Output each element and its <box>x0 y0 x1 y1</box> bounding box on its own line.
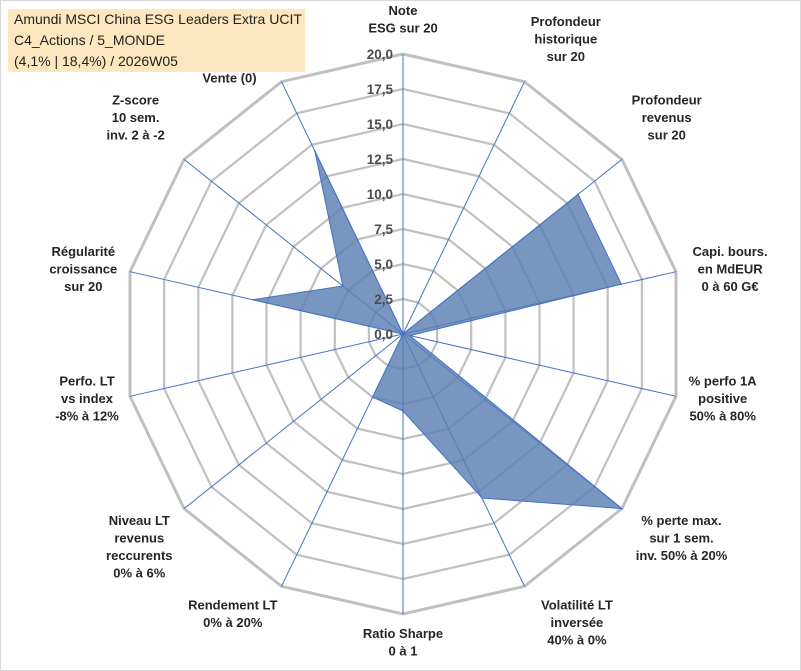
axis-spoke <box>402 333 677 397</box>
label-layer: Note ESG sur 20 Profondeur historique sur 20… <box>49 3 767 659</box>
data-point <box>577 193 579 196</box>
axis-label-line: 0 à 1 <box>389 644 418 659</box>
axis-label: Niveau LT revenus reccurents 0% à 6% <box>106 513 172 581</box>
axis-label-line: % perte max. <box>641 513 721 528</box>
axis-label: Profondeur revenus sur 20 <box>632 93 702 143</box>
axis-label-line: -8% à 12% <box>55 408 119 423</box>
axis-label: % perfo 1A positive 50% à 80% <box>689 373 758 423</box>
data-point <box>620 283 623 286</box>
axis-label-line: Z-score <box>112 93 159 108</box>
chart-title: Amundi MSCI China ESG Leaders Extra UCIT <box>14 11 302 27</box>
axis-label-line: Capi. bours. <box>693 244 768 259</box>
data-point <box>402 333 404 335</box>
axis-label-line: revenus <box>114 530 164 545</box>
axis-label-line: reccurents <box>106 548 172 563</box>
axis-spoke <box>129 333 404 397</box>
axis-label-line: historique <box>534 32 597 47</box>
tick-label: 20,0 <box>367 47 393 62</box>
axis-label-line: en MdEUR <box>698 262 764 277</box>
axis-label-line: 50% à 80% <box>689 408 756 423</box>
axis-label-line: sur 20 <box>648 128 686 143</box>
axis-label: Ratio Sharpe 0 à 1 <box>363 626 443 659</box>
axis-label-line: Note <box>389 3 418 18</box>
axis-label-line: Perfo. LT <box>59 373 114 388</box>
axis-label: Rendement LT 0% à 20% <box>188 597 277 630</box>
axis-label: Volatilité LT inversée 40% à 0% <box>541 597 613 647</box>
axis-spoke <box>402 81 525 335</box>
data-point <box>481 497 483 499</box>
axis-label: Z-score 10 sem. inv. 2 à -2 <box>106 93 164 143</box>
axis-label-line: 10 sem. <box>112 110 160 125</box>
axis-label-line: Volatilité LT <box>541 597 613 612</box>
tick-label: 0,0 <box>374 327 393 342</box>
axis-label-line: Régularité <box>52 244 116 259</box>
axis-label-line: inv. 50% à 20% <box>636 548 728 563</box>
axis-label-line: inv. 2 à -2 <box>106 128 164 143</box>
axis-label-line: croissance <box>49 262 117 277</box>
axis-label-line: Rendement LT <box>188 597 277 612</box>
axis-label-line: 0% à 20% <box>203 615 263 630</box>
axis-label: Régularité croissance sur 20 <box>49 244 117 294</box>
data-point <box>402 410 404 412</box>
axis-spoke <box>183 333 404 509</box>
data-point <box>409 334 411 337</box>
axis-label-line: sur 20 <box>547 49 585 64</box>
data-point <box>342 285 344 287</box>
chart-subtitle-category: C4_Actions / 5_MONDE <box>14 32 165 48</box>
axis-label-line: Niveau LT <box>109 513 170 528</box>
axis-label: Note ESG sur 20 <box>368 3 437 36</box>
axis-label-line: revenus <box>642 110 692 125</box>
series-layer <box>252 150 624 510</box>
axis-label-line: Ratio Sharpe <box>363 626 443 641</box>
tick-label: 10,0 <box>367 187 393 202</box>
data-point <box>252 298 254 301</box>
tick-label: 5,0 <box>374 257 393 272</box>
axis-label-line: ESG sur 20 <box>368 21 437 36</box>
axis-label-line: Vente (0) <box>202 71 256 86</box>
axis-label: Capi. bours. en MdEUR 0 à 60 G€ <box>693 244 768 294</box>
tick-label: 12,5 <box>367 152 394 167</box>
axis-label-line: 40% à 0% <box>547 632 607 647</box>
axis-label-line: vs index <box>61 391 114 406</box>
axis-label-line: positive <box>698 391 747 406</box>
axis-label: Profondeur historique sur 20 <box>531 14 601 64</box>
tick-label: 7,5 <box>374 222 393 237</box>
title-box: Amundi MSCI China ESG Leaders Extra UCIT… <box>8 9 305 72</box>
axis-label-line: sur 20 <box>64 279 102 294</box>
tick-label: 15,0 <box>367 117 393 132</box>
axis-label-line: % perfo 1A <box>689 373 758 388</box>
data-point <box>621 507 623 510</box>
axis-label: % perte max. sur 1 sem. inv. 50% à 20% <box>636 513 728 563</box>
axis-label-line: 0 à 60 G€ <box>702 279 759 294</box>
tick-label: 2,5 <box>374 292 393 307</box>
data-point <box>314 150 316 152</box>
tick-label: 17,5 <box>367 82 394 97</box>
axis-label-line: Profondeur <box>531 14 601 29</box>
axis-label-line: sur 1 sem. <box>649 530 713 545</box>
tick-layer: 0,0 2,5 5,0 7,5 10,0 12,5 15,0 17,5 20,0 <box>367 47 394 342</box>
axis-label-line: 0% à 6% <box>113 565 165 580</box>
data-point <box>371 396 374 398</box>
axis-label-line: Profondeur <box>632 93 702 108</box>
chart-subtitle-stats: (4,1% | 18,4%) / 2026W05 <box>14 53 178 69</box>
axis-label: Perfo. LT vs index -8% à 12% <box>55 373 119 423</box>
axis-label-line: inversée <box>551 615 604 630</box>
